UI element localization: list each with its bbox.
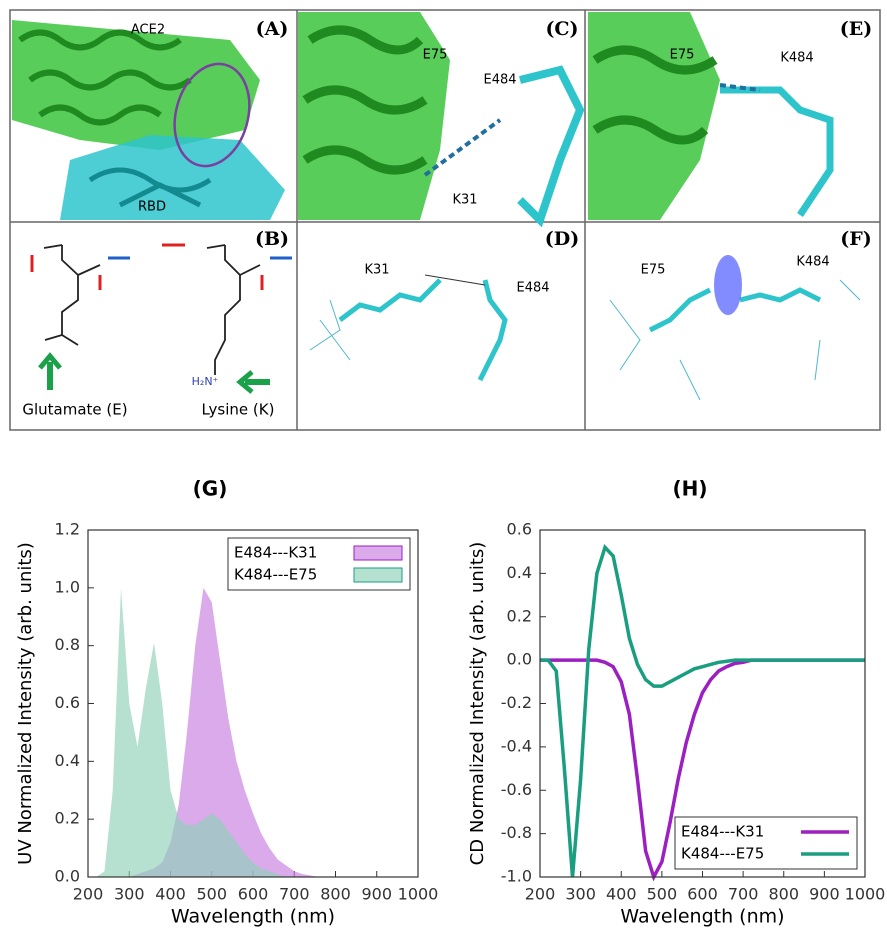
residue-label: K484 [796,255,829,270]
molecule-name: Glutamate (E) [22,401,127,419]
x-tick-label: 600 [238,885,269,904]
residue-label: E75 [670,48,695,63]
chart-title: (G) [193,477,228,501]
y-tick-label: 0.0 [55,867,80,886]
panel-label: (A) [256,18,289,40]
x-tick-label: 200 [525,885,556,904]
residue-label: E75 [423,48,448,63]
x-tick-label: 900 [809,885,840,904]
panel-label: (E) [840,18,872,40]
residue-label: K484 [780,51,813,66]
molecule-label: ACE2 [131,23,165,38]
y-tick-label: -1.0 [501,867,532,886]
x-tick-label: 700 [279,885,310,904]
y-tick-label: 0.4 [55,751,80,770]
x-tick-label: 800 [768,885,799,904]
residue-label: K31 [364,263,389,278]
line [540,543,865,878]
area [88,587,336,877]
legend-swatch [353,545,403,561]
x-tick-label: 800 [320,885,351,904]
x-tick-label: 600 [687,885,718,904]
panel-label: (D) [545,228,579,250]
y-tick-label: 0.6 [507,520,532,539]
y-axis-label: UV Normalized Intensity (arb. units) [15,542,36,865]
legend-label: E484---K31 [681,823,764,841]
x-axis-label: Wavelength (nm) [620,906,784,928]
x-tick-label: 300 [565,885,596,904]
x-tick-label: 500 [647,885,678,904]
legend-label: K484---E75 [681,845,764,863]
x-tick-label: 500 [196,885,227,904]
panel-label: (C) [545,18,578,40]
y-tick-label: 0.4 [507,563,532,582]
plot-frame [87,529,419,878]
residue-label: E484 [516,281,549,296]
x-tick-label: 200 [73,885,104,904]
y-tick-label: -0.8 [501,823,532,842]
legend-label: K484---E75 [234,566,317,584]
y-axis-label: CD Normalized Intensity (arb. units) [467,542,488,866]
panel-art [9,9,881,431]
x-tick-label: 400 [155,885,186,904]
y-tick-label: 0.0 [507,650,532,669]
panel-label: (B) [255,228,289,250]
chart-title: (H) [672,477,707,501]
residue-label: E484 [483,73,516,88]
x-tick-label: 900 [361,885,392,904]
y-tick-label: -0.6 [501,780,532,799]
legend-swatch [353,567,403,583]
y-tick-label: 1.2 [55,520,80,539]
area [88,587,336,877]
plot-frame [539,529,866,878]
y-tick-label: 0.2 [507,606,532,625]
residue-label: E75 [641,263,666,278]
x-tick-label: 300 [114,885,145,904]
x-tick-label: 400 [606,885,637,904]
y-tick-label: 1.0 [55,577,80,596]
y-tick-label: 0.6 [55,693,80,712]
y-tick-label: -0.4 [501,736,532,755]
y-tick-label: 0.2 [55,809,80,828]
molecule-name: Lysine (K) [202,401,275,419]
molecule-label: RBD [138,200,166,215]
y-tick-label: -0.2 [501,693,532,712]
x-axis-label: Wavelength (nm) [171,906,335,928]
legend-box [674,816,858,870]
y-tick-label: 0.8 [55,635,80,654]
x-tick-label: 1000 [398,885,439,904]
amine-label: H₂N⁺ [192,375,219,388]
legend-label: E484---K31 [234,544,317,562]
x-tick-label: 1000 [845,885,886,904]
panel-label: (F) [840,228,871,250]
residue-label: K31 [452,193,477,208]
x-tick-label: 700 [728,885,759,904]
